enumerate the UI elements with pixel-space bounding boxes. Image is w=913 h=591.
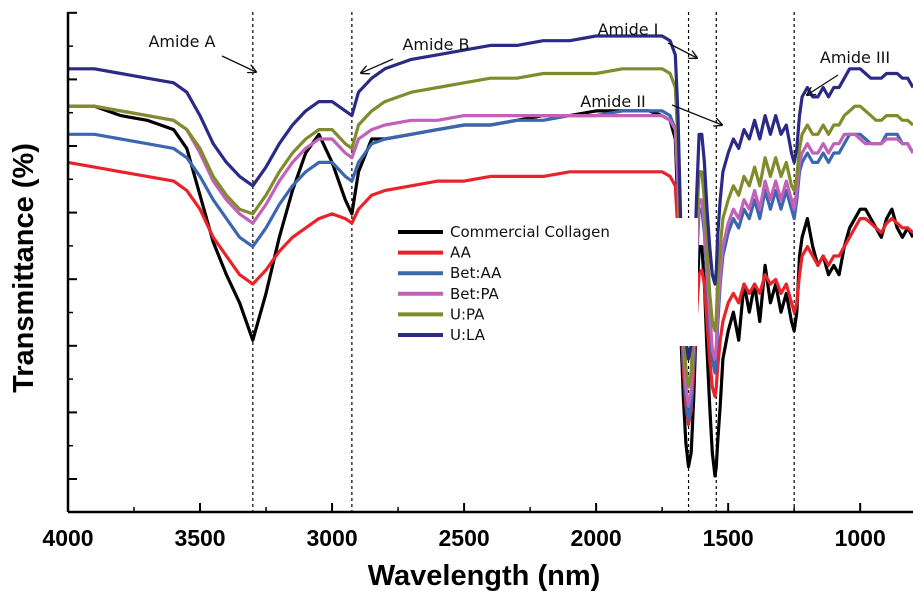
annotation-arrow-1	[361, 58, 394, 73]
x-tick-label-2: 3000	[306, 525, 357, 551]
annotation-label-2: Amide I	[598, 20, 659, 39]
legend-label-2: Bet:AA	[450, 264, 502, 282]
legend-label-4: U:PA	[450, 305, 485, 323]
annotation-arrow-0	[221, 55, 256, 72]
series-line-4	[68, 67, 913, 389]
reference-lines	[252, 12, 795, 512]
annotation-label-4: Amide III	[820, 48, 890, 67]
annotations: Amide A Amide B Amide I Amide II Amide III	[148, 20, 890, 125]
annotation-label-1: Amide B	[402, 35, 469, 54]
y-axis-title: Transmittance (%)	[8, 143, 40, 393]
legend-label-3: Bet:PA	[450, 285, 500, 303]
annotation-label-0: Amide A	[148, 32, 215, 51]
annotation-arrow-3	[671, 104, 722, 125]
legend-box	[388, 218, 698, 346]
legend: Commercial Collagen AA Bet:AA Bet:PA U:PA U:L…	[388, 218, 698, 346]
x-tick-label-4: 2000	[571, 525, 622, 551]
x-tick-label-0: 4000	[42, 525, 93, 551]
legend-label-1: AA	[450, 244, 472, 262]
series-line-5	[68, 34, 913, 361]
x-ticks: 4000 3500 3000 2500 2000 1500 1000	[42, 503, 886, 551]
annotation-arrow-4	[807, 74, 839, 95]
x-tick-label-6: 1000	[835, 525, 886, 551]
series-layer	[67, 34, 913, 478]
axes	[66, 12, 913, 514]
annotation-arrow-2	[667, 42, 697, 58]
x-tick-label-5: 1500	[703, 525, 754, 551]
x-tick-label-3: 2500	[439, 525, 490, 551]
x-axis-title: Wavelength (nm)	[368, 560, 601, 591]
y-ticks	[68, 11, 77, 480]
series-line-1	[67, 160, 913, 427]
legend-label-0: Commercial Collagen	[450, 223, 610, 241]
x-tick-label-1: 3500	[174, 525, 225, 551]
legend-label-5: U:LA	[450, 326, 486, 344]
annotation-label-3: Amide II	[580, 92, 646, 111]
